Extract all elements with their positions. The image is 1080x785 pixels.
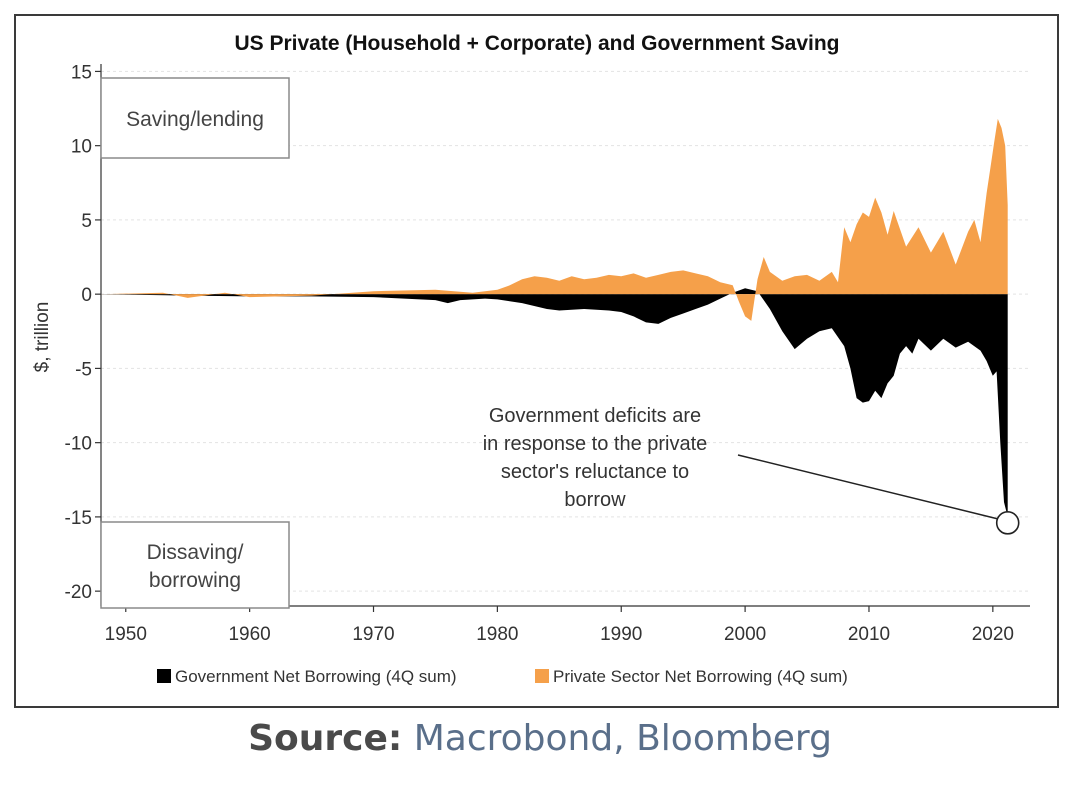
callout-line-4: borrow — [564, 489, 626, 511]
y-tick-label: -5 — [75, 359, 92, 380]
x-tick-label: 1980 — [476, 624, 518, 645]
area-government-net-borrowing — [101, 288, 1008, 517]
x-tick-label: 2010 — [848, 624, 890, 645]
callout-annotation: Government deficits are in response to t… — [483, 405, 1020, 535]
callout-line-1: Government deficits are — [489, 405, 701, 427]
legend-swatch-government — [157, 669, 171, 683]
axes: 15 10 5 0 -5 -10 -15 -20 1950 1960 1970 1980 1990 200… — [65, 62, 1030, 645]
area-private-net-borrowing — [101, 118, 1008, 321]
y-axis-label: $, trillion — [32, 302, 53, 373]
y-tick-label: 10 — [71, 137, 92, 158]
saving-lending-label: Saving/lending — [126, 108, 264, 131]
chart: US Private (Household + Corporate) and G… — [32, 32, 1030, 686]
callout-leader-line — [737, 454, 998, 520]
x-tick-label: 1950 — [105, 624, 147, 645]
x-tick-label: 1970 — [352, 624, 394, 645]
y-tick-label: 0 — [81, 285, 92, 306]
x-tick-label: 1960 — [228, 624, 270, 645]
y-tick-label: -20 — [65, 582, 92, 603]
dissaving-label-line2: borrowing — [149, 569, 241, 592]
dissaving-borrowing-box: Dissaving/ borrowing — [100, 521, 290, 609]
callout-line-2: in response to the private — [483, 433, 708, 455]
chart-title: US Private (Household + Corporate) and G… — [234, 32, 839, 55]
source-caption: Source: Macrobond, Bloomberg — [0, 718, 1080, 759]
callout-marker — [995, 511, 1020, 535]
legend-swatch-private — [535, 669, 549, 683]
x-tick-label: 2020 — [972, 624, 1014, 645]
y-tick-label: -10 — [65, 434, 92, 455]
y-tick-label: -15 — [65, 508, 92, 529]
legend: Government Net Borrowing (4Q sum) Privat… — [157, 667, 848, 686]
y-tick-label: 5 — [81, 211, 92, 232]
saving-lending-box: Saving/lending — [100, 77, 290, 159]
source-text: Macrobond, Bloomberg — [413, 718, 832, 759]
y-tick-label: 15 — [71, 62, 92, 83]
source-label: Source: — [248, 718, 403, 759]
legend-label-government: Government Net Borrowing (4Q sum) — [175, 667, 457, 686]
x-tick-label: 2000 — [724, 624, 766, 645]
x-tick-label: 1990 — [600, 624, 642, 645]
callout-line-3: sector's reluctance to — [501, 461, 689, 483]
plot-areas — [101, 118, 1008, 517]
dissaving-label-line1: Dissaving/ — [147, 541, 244, 564]
legend-label-private: Private Sector Net Borrowing (4Q sum) — [553, 667, 848, 686]
